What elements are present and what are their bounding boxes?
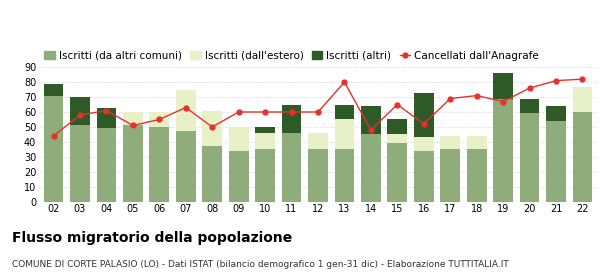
Bar — [281, 104, 301, 133]
Bar — [388, 143, 407, 202]
Bar — [44, 95, 64, 202]
Bar — [572, 87, 592, 112]
Bar — [70, 97, 90, 125]
Bar — [176, 131, 196, 202]
Bar — [493, 73, 513, 99]
Bar — [520, 113, 539, 202]
Bar — [97, 108, 116, 129]
Bar — [255, 127, 275, 133]
Bar — [176, 90, 196, 131]
Bar — [202, 111, 222, 146]
Bar — [308, 133, 328, 149]
Bar — [467, 136, 487, 149]
Bar — [335, 149, 355, 202]
Bar — [335, 104, 355, 120]
Bar — [149, 112, 169, 127]
Bar — [414, 93, 434, 137]
Bar — [546, 106, 566, 121]
Bar — [335, 120, 355, 149]
Bar — [202, 146, 222, 202]
Bar — [229, 151, 248, 202]
Bar — [467, 149, 487, 202]
Bar — [546, 121, 566, 202]
Bar — [44, 84, 64, 95]
Bar — [123, 112, 143, 125]
Bar — [414, 151, 434, 202]
Bar — [493, 99, 513, 202]
Text: COMUNE DI CORTE PALASIO (LO) - Dati ISTAT (bilancio demografico 1 gen-31 dic) - : COMUNE DI CORTE PALASIO (LO) - Dati ISTA… — [12, 260, 509, 269]
Bar — [388, 120, 407, 134]
Bar — [388, 134, 407, 143]
Bar — [440, 136, 460, 149]
Bar — [97, 129, 116, 202]
Legend: Iscritti (da altri comuni), Iscritti (dall'estero), Iscritti (altri), Cancellati: Iscritti (da altri comuni), Iscritti (da… — [44, 51, 539, 61]
Bar — [572, 112, 592, 202]
Bar — [281, 133, 301, 202]
Bar — [440, 149, 460, 202]
Bar — [70, 125, 90, 202]
Bar — [255, 133, 275, 149]
Bar — [123, 125, 143, 202]
Bar — [361, 106, 381, 134]
Bar — [414, 137, 434, 151]
Bar — [361, 134, 381, 202]
Bar — [520, 99, 539, 113]
Bar — [229, 127, 248, 151]
Bar — [308, 149, 328, 202]
Bar — [149, 127, 169, 202]
Bar — [255, 149, 275, 202]
Text: Flusso migratorio della popolazione: Flusso migratorio della popolazione — [12, 231, 292, 245]
